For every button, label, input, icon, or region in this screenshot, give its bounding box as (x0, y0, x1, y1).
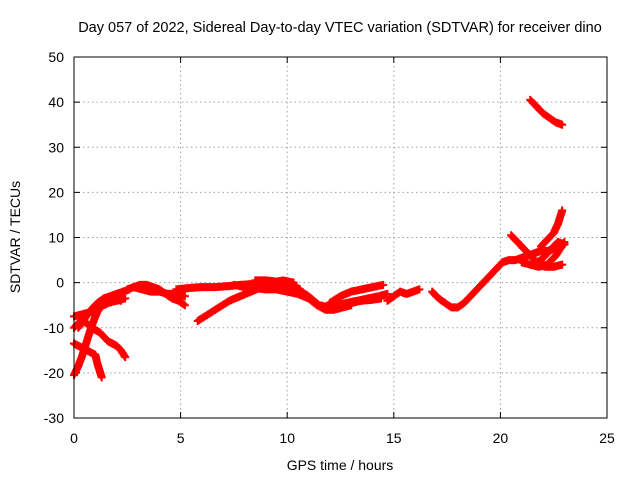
x-tick-label: 20 (493, 430, 509, 446)
tick-labels: 0 5 10 15 20 25 -30 -20 -10 0 10 20 30 40 50 (44, 49, 615, 446)
data-point (415, 285, 424, 294)
y-tick-label: 50 (48, 49, 64, 65)
data-point (558, 260, 567, 269)
series-arc-15 (428, 240, 569, 312)
x-tick-label: 25 (599, 430, 615, 446)
grid-lines (74, 57, 607, 418)
y-tick-label: 10 (48, 230, 64, 246)
x-tick-label: 0 (70, 430, 78, 446)
plot-frame (73, 56, 608, 419)
y-tick-label: 20 (48, 184, 64, 200)
y-tick-label: -30 (44, 410, 64, 426)
x-tick-label: 10 (279, 430, 295, 446)
data-point (560, 240, 569, 249)
y-tick-label: -10 (44, 320, 64, 336)
series-arc-19 (536, 206, 567, 251)
y-tick-label: -20 (44, 365, 64, 381)
data-point (121, 294, 130, 303)
series-arc-13 (332, 289, 392, 310)
data-point (97, 373, 106, 382)
x-tick-label: 15 (386, 430, 402, 446)
x-tick-label: 5 (177, 430, 185, 446)
x-axis-label: GPS time / hours (287, 457, 394, 473)
series-arc-12 (325, 280, 388, 307)
data-point (558, 206, 567, 215)
data-point (121, 353, 130, 362)
y-tick-label: 40 (48, 94, 64, 110)
series-arc-20 (526, 95, 567, 129)
data-point (383, 289, 392, 298)
y-axis-label: SDTVAR / TECUs (7, 181, 23, 293)
data-point (180, 301, 189, 310)
y-tick-label: 0 (56, 275, 64, 291)
y-tick-label: 30 (48, 139, 64, 155)
chart-title: Day 057 of 2022, Sidereal Day-to-day VTE… (78, 20, 602, 36)
series-arc-11 (251, 276, 385, 312)
data-points (70, 95, 569, 382)
series-arc-18 (528, 238, 569, 269)
data-point (558, 120, 567, 129)
series-arc-14 (383, 285, 424, 305)
series-arc-1 (70, 317, 130, 362)
data-point (180, 292, 189, 301)
data-point (379, 280, 388, 289)
